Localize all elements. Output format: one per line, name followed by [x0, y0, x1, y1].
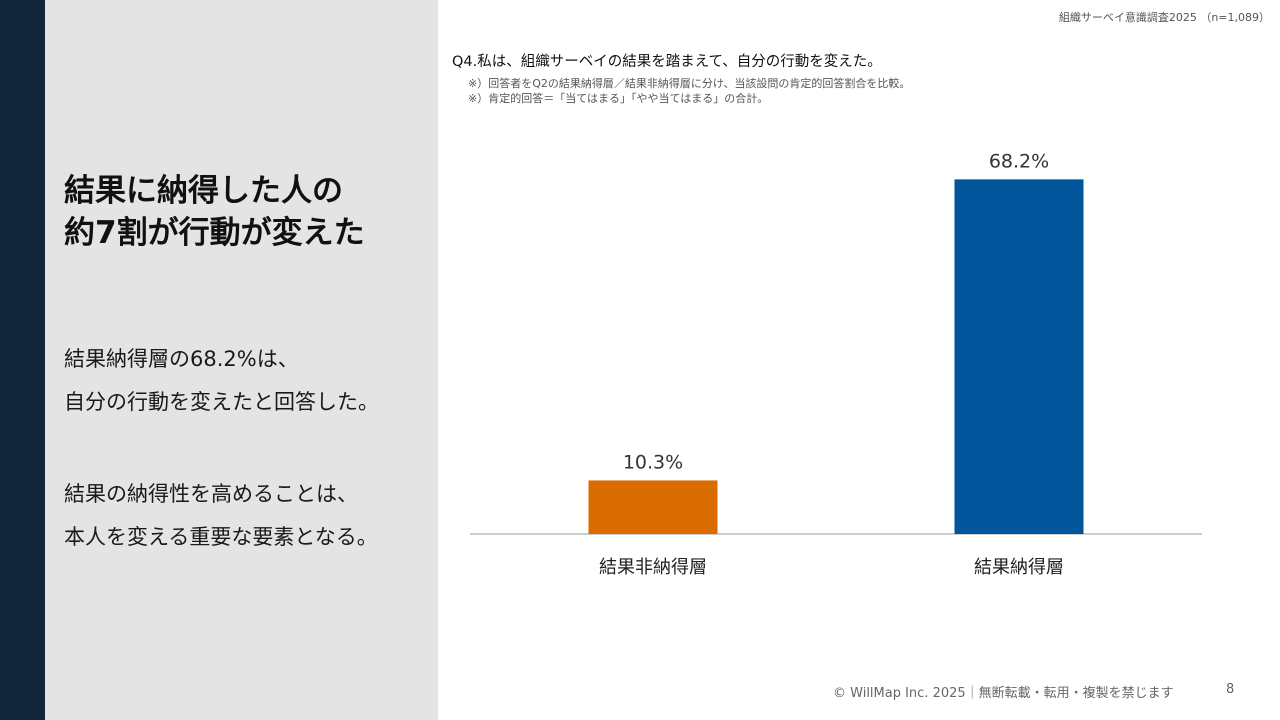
- finding-line-2: 自分の行動を変えたと回答した。: [64, 390, 379, 414]
- page-number: 8: [1226, 682, 1235, 697]
- question-note-2: ※）肯定的回答＝「当てはまる」「やや当てはまる」の合計。: [468, 92, 769, 105]
- category-tick-label: 結果納得層: [974, 557, 1064, 578]
- finding-paragraph: 結果納得層の68.2%は、 自分の行動を変えたと回答した。: [64, 338, 436, 424]
- bar-non-satisfied: [588, 480, 718, 534]
- question-title: Q4.私は、組織サーベイの結果を踏まえて、自分の行動を変えた。: [452, 54, 882, 70]
- copyright-footer: © WillMap Inc. 2025｜無断転載・転用・複製を禁じます: [833, 686, 1174, 701]
- headline-line-1: 結果に納得した人の: [64, 173, 343, 209]
- summary-panel: [45, 0, 438, 720]
- bar-value-label: 10.3%: [623, 451, 683, 473]
- headline-line-2: 約7割が行動が変えた: [64, 215, 365, 251]
- implication-line-2: 本人を変える重要な要素となる。: [64, 525, 378, 549]
- bar-value-label: 68.2%: [989, 150, 1049, 172]
- category-tick-label: 結果非納得層: [599, 557, 707, 578]
- bar-chart: 10.3% 結果非納得層 68.2% 結果納得層: [470, 150, 1202, 578]
- implication-line-1: 結果の納得性を高めることは、: [64, 482, 358, 506]
- headline: 結果に納得した人の 約7割が行動が変えた: [64, 170, 436, 254]
- side-accent-strip: [0, 0, 45, 720]
- question-note-1: ※）回答者をQ2の結果納得層／結果非納得層に分け、当該設問の肯定的回答割合を比較…: [468, 77, 911, 90]
- implication-paragraph: 結果の納得性を高めることは、 本人を変える重要な要素となる。: [64, 473, 436, 559]
- bar-satisfied: [954, 179, 1084, 535]
- survey-tag: 組織サーベイ意識調査2025 （n=1,089）: [1058, 11, 1270, 24]
- finding-line-1: 結果納得層の68.2%は、: [64, 347, 299, 371]
